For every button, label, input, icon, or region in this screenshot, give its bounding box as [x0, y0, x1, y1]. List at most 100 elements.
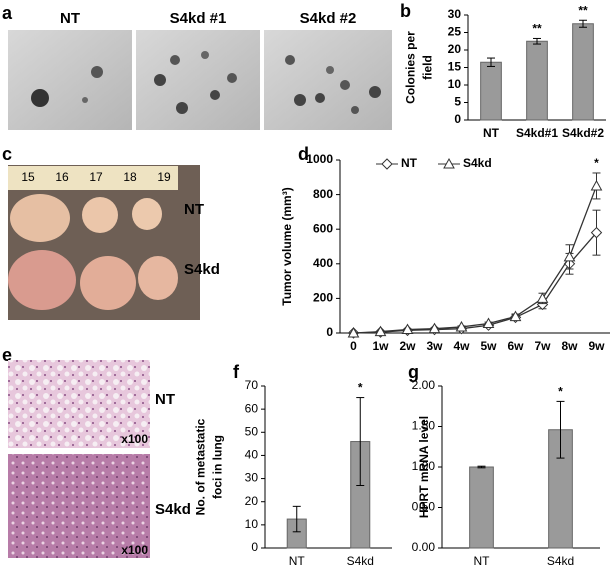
colony-photos — [8, 30, 392, 130]
significance: * — [558, 385, 563, 399]
photo-caption: NT — [60, 10, 80, 27]
y-axis-label: Tumor volume (mm³) — [280, 187, 294, 305]
y-tick-label: 15 — [448, 60, 462, 74]
y-tick-label: 200 — [313, 291, 333, 305]
significance: ** — [578, 3, 588, 17]
x-tick-label: S4kd — [547, 554, 574, 568]
x-tick-label: S4kd — [347, 554, 374, 568]
row-label: S4kd — [184, 261, 220, 278]
ruler-number: 17 — [89, 170, 103, 184]
significance: * — [358, 381, 363, 395]
panel-label: d — [298, 144, 309, 164]
point — [536, 292, 549, 303]
bar — [572, 23, 594, 121]
x-tick-label: S4kd#2 — [562, 126, 604, 140]
x-tick-label: NT — [483, 126, 500, 140]
point — [347, 326, 360, 338]
y-tick-label: 0 — [251, 540, 258, 554]
y-tick-label: 5 — [454, 95, 461, 109]
y-tick-label: 10 — [245, 517, 259, 531]
y-tick-label: 600 — [313, 221, 333, 235]
panel-label: c — [2, 144, 12, 164]
series-line — [353, 232, 597, 334]
significance: * — [594, 156, 599, 170]
x-tick-label: 5w — [480, 339, 497, 353]
point — [374, 325, 387, 337]
legend-label: NT — [401, 156, 418, 170]
significance: ** — [532, 22, 542, 36]
y-tick-label: 0.50 — [412, 500, 436, 514]
x-tick-label: 0 — [350, 339, 357, 353]
x-tick-label: 8w — [561, 339, 578, 353]
y-tick-label: 800 — [313, 187, 333, 201]
panel-label: e — [2, 345, 12, 365]
row-label: NT — [184, 201, 204, 218]
y-axis-label: HPRT mRNA level — [417, 416, 431, 518]
y-tick-label: 1000 — [306, 152, 333, 166]
y-axis-label: Colonies per — [404, 31, 418, 104]
y-axis-label: foci in lung — [211, 435, 225, 499]
legend-label: S4kd — [463, 156, 492, 170]
histology-image — [8, 454, 150, 558]
y-tick-label: 60 — [245, 401, 259, 415]
point — [590, 179, 603, 191]
x-tick-label: 7w — [534, 339, 551, 353]
y-tick-label: 20 — [448, 42, 462, 56]
panel-label: b — [400, 1, 411, 21]
x-tick-label: 9w — [588, 339, 605, 353]
y-tick-label: 70 — [245, 378, 259, 392]
x-tick-label: S4kd#1 — [516, 126, 558, 140]
legend-marker — [443, 157, 455, 169]
panel-label: g — [408, 362, 419, 382]
y-tick-label: 20 — [245, 494, 259, 508]
x-tick-label: 1w — [372, 339, 389, 353]
y-tick-label: 0 — [326, 325, 333, 339]
x-tick-label: 3w — [426, 339, 443, 353]
y-axis-label: field — [421, 55, 435, 80]
bar — [480, 61, 502, 121]
row-label: NT — [155, 391, 175, 408]
photo-caption: S4kd #1 — [170, 10, 227, 27]
point — [590, 226, 603, 239]
x-tick-label: 2w — [399, 339, 416, 353]
legend-marker — [381, 158, 393, 170]
y-tick-label: 2.00 — [412, 378, 436, 392]
panel-label: a — [2, 3, 13, 23]
y-tick-label: 1.50 — [412, 419, 436, 433]
y-tick-label: 1.00 — [412, 459, 436, 473]
point — [428, 322, 441, 334]
bar — [526, 40, 548, 121]
y-tick-label: 50 — [245, 424, 259, 438]
y-tick-label: 400 — [313, 256, 333, 270]
magnification: x100 — [121, 543, 148, 557]
histology-image — [8, 360, 150, 448]
row-label: S4kd — [155, 501, 191, 518]
x-tick-label: 4w — [453, 339, 470, 353]
y-tick-label: 30 — [448, 7, 462, 21]
y-tick-label: 25 — [448, 25, 462, 39]
y-tick-label: 0.00 — [412, 540, 436, 554]
point — [563, 250, 576, 262]
ruler-number: 16 — [55, 170, 69, 184]
point — [482, 317, 495, 328]
ruler-number: 19 — [157, 170, 171, 184]
series-line — [353, 185, 598, 334]
y-tick-label: 10 — [448, 77, 462, 91]
ruler-number: 15 — [21, 170, 35, 184]
tumor-photo — [8, 165, 200, 320]
x-tick-label: NT — [289, 554, 306, 568]
point — [401, 323, 414, 335]
bar — [469, 466, 494, 549]
y-tick-label: 0 — [454, 112, 461, 126]
y-tick-label: 40 — [245, 448, 259, 462]
point — [509, 310, 522, 322]
photo-caption: S4kd #2 — [300, 10, 357, 27]
panel-label: f — [233, 362, 240, 382]
ruler-number: 18 — [123, 170, 137, 184]
x-tick-label: 6w — [507, 339, 524, 353]
point — [455, 320, 468, 332]
y-axis-label: No. of metastatic — [194, 418, 208, 515]
magnification: x100 — [121, 432, 148, 446]
